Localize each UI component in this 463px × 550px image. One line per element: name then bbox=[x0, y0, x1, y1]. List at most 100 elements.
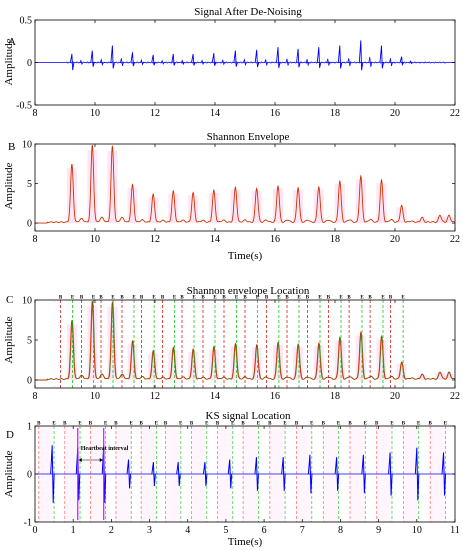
panel-c-shade bbox=[273, 345, 283, 380]
panel-d-beat bbox=[151, 461, 156, 487]
panel-d-end-label: E bbox=[179, 422, 183, 427]
panel-d-begin-label: B bbox=[63, 422, 67, 427]
panel-c-xtick-label: 8 bbox=[33, 391, 38, 402]
panel-d-xtick-label: 6 bbox=[262, 525, 267, 536]
panel-d-end-label: E bbox=[257, 422, 261, 427]
panel-c-xtick-label: 10 bbox=[90, 391, 100, 402]
panel-d-xtick-label: 0 bbox=[33, 525, 38, 536]
panel-d-beat bbox=[227, 459, 233, 489]
panel-a-beat bbox=[276, 47, 281, 68]
panel-c-shade bbox=[148, 353, 159, 380]
panel-c-xtick-label: 18 bbox=[330, 391, 340, 402]
panel-d-xlabel: Time(s) bbox=[228, 536, 263, 548]
panel-d-xtick-label: 10 bbox=[412, 525, 422, 536]
panel-b-shade bbox=[230, 190, 241, 224]
panel-d-letter: D bbox=[6, 429, 14, 441]
panel-c-end-label: E bbox=[256, 296, 260, 301]
panel-c-shade bbox=[208, 349, 219, 380]
panel-d-beat bbox=[361, 454, 366, 494]
panel-c-xtick-label: 16 bbox=[270, 391, 280, 402]
panel-a-beat-s2 bbox=[326, 58, 331, 66]
panel-c-shade bbox=[127, 344, 138, 380]
panel-a-beat bbox=[130, 52, 135, 67]
panel-b-xtick-label: 10 bbox=[90, 234, 100, 245]
panel-d-begin-label: B bbox=[216, 422, 220, 427]
panel-a-beat bbox=[254, 49, 260, 68]
panel-c-shade bbox=[188, 351, 199, 380]
panel-d-begin-label: B bbox=[89, 422, 93, 427]
panel-d-ytick-label: 0 bbox=[27, 470, 32, 481]
panel-d-xtick-label: 3 bbox=[147, 525, 152, 536]
panel-a-beat-s2 bbox=[389, 58, 393, 66]
panel-d-xtick-label: 7 bbox=[300, 525, 305, 536]
panel-c-begin-label: B bbox=[243, 296, 247, 301]
panel-c-shade bbox=[313, 345, 324, 380]
panel-b-shade bbox=[127, 187, 138, 224]
panel-b-letter: B bbox=[8, 141, 15, 153]
panel-c-shade bbox=[87, 306, 98, 380]
panel-c-shade bbox=[230, 346, 241, 380]
panel-a-beat bbox=[69, 53, 75, 71]
panel-b-envelope bbox=[35, 145, 456, 224]
panel-d-end-label: E bbox=[337, 422, 341, 427]
panel-a-beat bbox=[337, 45, 343, 69]
panel-d-xtick-label: 11 bbox=[450, 525, 460, 536]
panel-b-xtick-label: 22 bbox=[450, 234, 460, 245]
panel-a-beat bbox=[358, 40, 364, 71]
panel-c-end-label: E bbox=[152, 296, 156, 301]
panel-b-shade bbox=[293, 190, 304, 224]
panel-c-begin-label: B bbox=[99, 296, 103, 301]
panel-d-xtick-label: 2 bbox=[109, 525, 114, 536]
panel-a-beat-s2 bbox=[285, 58, 290, 66]
panel-c-begin-label: B bbox=[161, 296, 165, 301]
panel-b-xlabel: Time(s) bbox=[228, 250, 263, 262]
panel-d-begin-label: B bbox=[139, 422, 143, 427]
panel-b-shade bbox=[396, 207, 407, 224]
panel-b-shade bbox=[148, 196, 159, 224]
panel-a-title: Signal After De-Noising bbox=[194, 6, 302, 18]
panel-a-xtick-label: 22 bbox=[450, 108, 460, 119]
panel-a-beat-s2 bbox=[160, 59, 165, 65]
panel-a-xtick-label: 8 bbox=[33, 108, 38, 119]
panel-b-shade bbox=[168, 193, 179, 224]
panel-b-shade bbox=[435, 216, 445, 224]
panel-a-ytick-label: 0 bbox=[27, 58, 32, 69]
panel-d-begin-label: B bbox=[37, 422, 41, 427]
panel-c-end-label: E bbox=[132, 296, 136, 301]
panel-d-heartbeat-interval-label: Heartbeat interval bbox=[81, 446, 129, 452]
panel-a-xtick-label: 20 bbox=[390, 108, 400, 119]
panel-d-beat bbox=[441, 452, 447, 496]
panel-c-shade bbox=[251, 347, 262, 380]
panel-a-beat bbox=[191, 53, 196, 66]
panel-a-beat-s2 bbox=[368, 56, 373, 67]
panel-a-beat-s2 bbox=[180, 59, 185, 66]
panel-b-shade bbox=[355, 179, 366, 224]
panel-d-beat bbox=[254, 457, 259, 491]
panel-a-beat-s2 bbox=[221, 59, 226, 66]
panel-c-shade bbox=[355, 335, 366, 380]
panel-d-arrowhead-left bbox=[78, 458, 82, 462]
panel-c-xtick-label: 12 bbox=[150, 391, 160, 402]
panel-b-shade bbox=[273, 188, 283, 224]
panel-b-ylabel: Amplitude bbox=[3, 162, 15, 209]
panel-d-end-label: E bbox=[444, 422, 448, 427]
panel-c-begin-label: B bbox=[201, 296, 205, 301]
panel-b-shade bbox=[313, 189, 324, 224]
panel-a-beat bbox=[90, 50, 95, 67]
panel-d-beat bbox=[414, 447, 420, 501]
panel-d-begin-label: B bbox=[114, 422, 118, 427]
panel-c-frame bbox=[34, 299, 456, 389]
panel-b-frame bbox=[34, 143, 456, 232]
panel-c-letter: C bbox=[6, 294, 13, 306]
panel-a-beat-s2 bbox=[200, 59, 205, 66]
panel-c-shade bbox=[396, 364, 407, 380]
panel-c-ytick-label: 10 bbox=[22, 296, 32, 307]
panel-d-end-label: E bbox=[364, 422, 368, 427]
panel-a-beat-s2 bbox=[79, 59, 84, 66]
panel-a-beat-s2 bbox=[305, 59, 310, 67]
panel-d-xtick-label: 9 bbox=[376, 525, 381, 536]
panel-b-shade bbox=[107, 150, 118, 224]
panel-c-begin-label: B bbox=[285, 296, 289, 301]
panel-d-end-label: E bbox=[283, 422, 287, 427]
panel-c-ytick-label: 5 bbox=[27, 336, 32, 347]
